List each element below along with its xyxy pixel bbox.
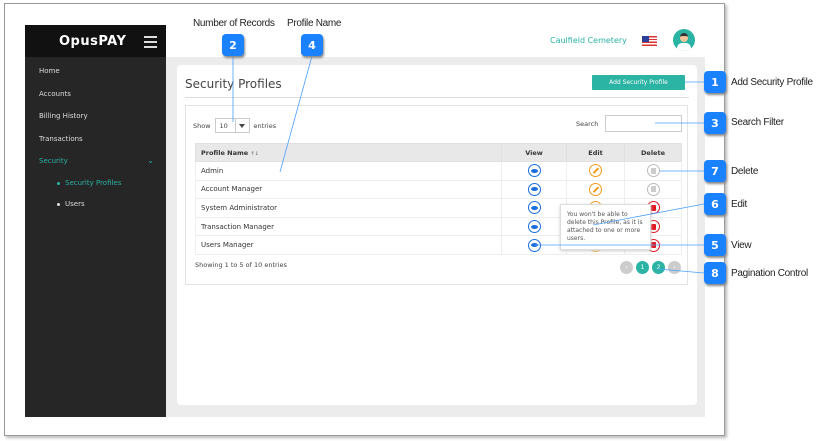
sidebar-item-transactions[interactable]: Transactions <box>39 134 83 143</box>
logo: OpusPAY <box>25 25 166 57</box>
delete-trash-icon <box>646 182 660 196</box>
callout-3: 3 <box>704 112 726 134</box>
view-cell <box>501 161 567 181</box>
view-eye-icon[interactable] <box>527 164 541 178</box>
search-label: Search <box>576 119 599 128</box>
avatar[interactable] <box>673 29 695 51</box>
sidebar-item-accounts[interactable]: Accounts <box>39 89 71 98</box>
sidebar: OpusPAY Home Accounts Billing History Tr… <box>25 25 166 417</box>
delete-trash-icon <box>646 164 660 178</box>
prev-page-button[interactable]: ‹ <box>620 261 633 274</box>
sort-icon: ↑↓ <box>250 150 259 157</box>
us-flag-icon[interactable] <box>642 36 657 46</box>
sidebar-item-home[interactable]: Home <box>39 67 60 76</box>
callout-label-profile-name: Profile Name <box>287 18 342 29</box>
edit-pencil-icon[interactable] <box>589 182 602 196</box>
callout-label-edit: Edit <box>731 199 748 210</box>
table-info: Showing 1 to 5 of 10 entries <box>195 261 287 269</box>
entries-label: entries <box>253 121 277 130</box>
search-input[interactable] <box>605 115 683 132</box>
sidebar-item-security-profiles[interactable]: Security Profiles <box>25 173 166 194</box>
table-row: Admin <box>195 161 682 181</box>
callout-label-pagination-control: Pagination Control <box>731 268 808 279</box>
show-label: Show <box>193 121 211 130</box>
pagination: ‹ 1 2 › <box>620 261 681 274</box>
callout-label-delete: Delete <box>731 166 759 177</box>
callout-label-add-security-profile: Add Security Profile <box>731 77 813 88</box>
callout-2: 2 <box>222 34 244 56</box>
entries-select[interactable]: 10 <box>214 118 250 133</box>
callout-5: 5 <box>704 234 726 256</box>
callout-1: 1 <box>704 71 726 93</box>
header-label: Profile Name <box>201 148 249 157</box>
callout-4: 4 <box>301 34 323 56</box>
organization-name[interactable]: Caulfield Cemetery <box>550 36 627 45</box>
sidebar-item-security[interactable]: Security ⌄ <box>25 150 166 173</box>
view-eye-icon[interactable] <box>527 201 541 215</box>
search-control: Search <box>576 115 683 132</box>
sidebar-item-billing-history[interactable]: Billing History <box>39 112 88 121</box>
callout-label-view: View <box>731 240 752 251</box>
entries-value: 10 <box>219 121 228 130</box>
page-1-button[interactable]: 1 <box>636 261 649 274</box>
add-security-profile-button[interactable]: Add Security Profile <box>592 75 685 90</box>
view-cell <box>501 235 567 255</box>
column-header-view: View <box>501 143 567 162</box>
menu-icon[interactable] <box>144 36 157 51</box>
sidebar-item-label: Security <box>39 157 68 166</box>
column-header-delete: Delete <box>624 143 682 162</box>
callout-6: 6 <box>704 193 726 215</box>
sidebar-item-users[interactable]: Users <box>25 194 166 215</box>
entries-control: Show 10 entries <box>193 118 276 133</box>
edit-pencil-icon[interactable] <box>589 164 602 178</box>
chevron-down-icon: ⌄ <box>147 156 154 165</box>
column-header-profile-name[interactable]: Profile Name ↑↓ <box>195 143 502 162</box>
divider <box>185 97 689 98</box>
caret-down-icon <box>234 119 249 132</box>
view-eye-icon[interactable] <box>527 220 541 234</box>
callout-label-number-of-records: Number of Records <box>193 18 275 29</box>
callout-8: 8 <box>704 262 726 284</box>
page-2-button[interactable]: 2 <box>652 261 665 274</box>
delete-cell <box>624 179 682 200</box>
callout-label-search-filter: Search Filter <box>731 117 784 128</box>
callout-7: 7 <box>704 160 726 182</box>
app-window: OpusPAY Home Accounts Billing History Tr… <box>25 25 705 417</box>
view-eye-icon[interactable] <box>527 182 541 196</box>
header: Caulfield Cemetery <box>166 25 705 57</box>
